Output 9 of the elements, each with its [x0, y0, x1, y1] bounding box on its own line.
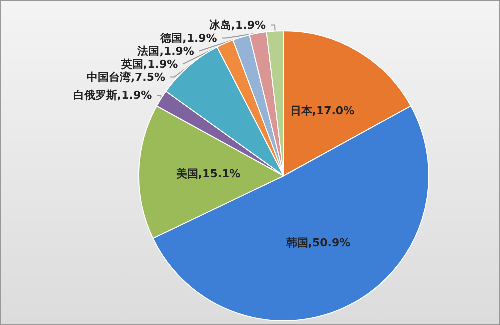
slice-label: 法国,1.9%: [136, 44, 194, 58]
slice-label: 英国,1.9%: [120, 58, 178, 71]
slice-label: 中国台湾,7.5%: [86, 70, 166, 84]
slice-label: 美国,15.1%: [175, 167, 241, 180]
slice-label: 冰岛,1.9%: [209, 18, 266, 32]
slice-label: 德国,1.9%: [160, 32, 218, 45]
slice-label: 韩国,50.9%: [285, 236, 351, 250]
slice-label: 日本,17.0%: [290, 104, 355, 118]
slice-label: 白俄罗斯,1.9%: [73, 88, 152, 102]
